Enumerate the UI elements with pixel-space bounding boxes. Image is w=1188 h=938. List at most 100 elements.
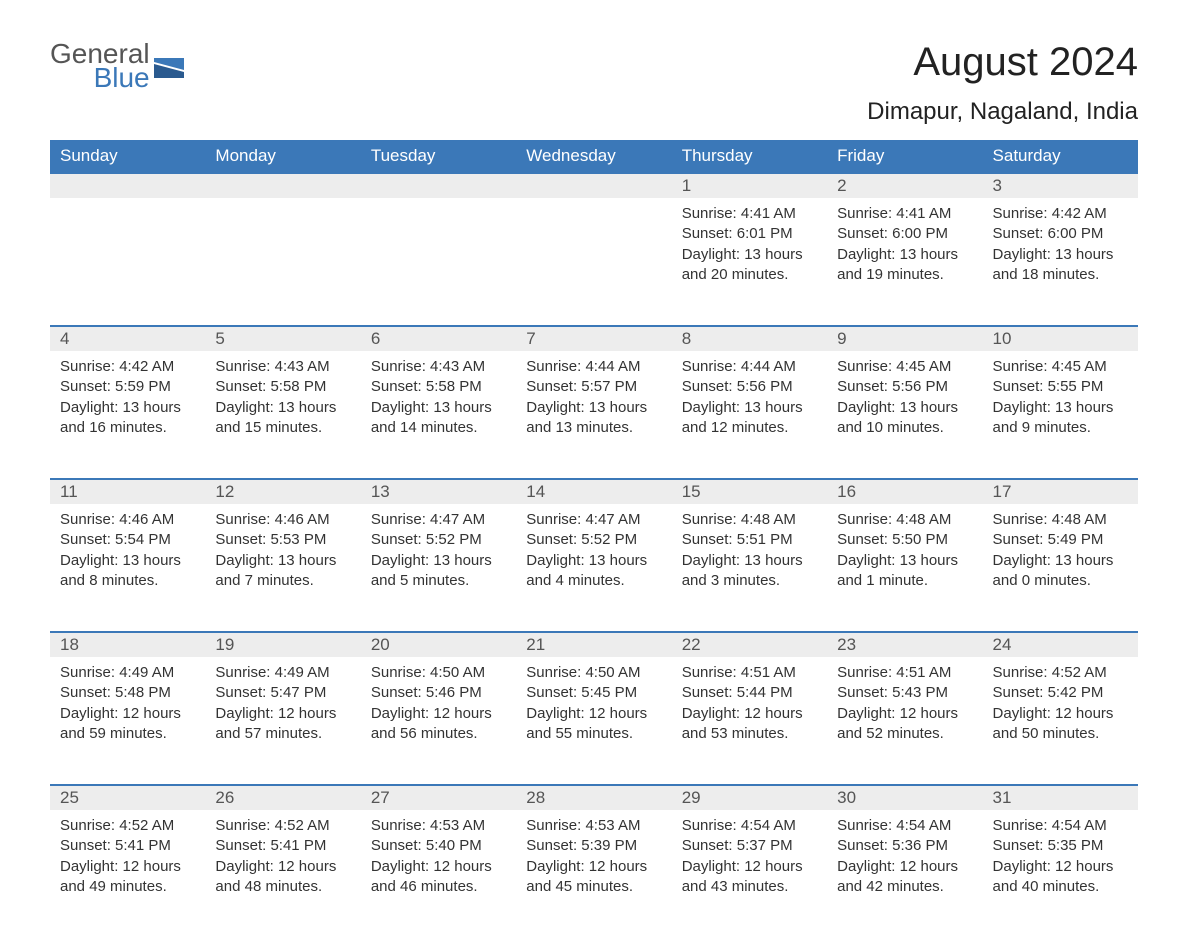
day-number-cell: 25 [50,785,205,810]
day-number-cell: 21 [516,632,671,657]
day-cell: Sunrise: 4:52 AMSunset: 5:42 PMDaylight:… [983,657,1138,785]
day-cell: Sunrise: 4:45 AMSunset: 5:56 PMDaylight:… [827,351,982,479]
day-number-cell: 7 [516,326,671,351]
sunrise-line: Sunrise: 4:47 AM [371,510,506,530]
day-cell: Sunrise: 4:43 AMSunset: 5:58 PMDaylight:… [361,351,516,479]
day-number-cell: 22 [672,632,827,657]
sunrise-line: Sunrise: 4:49 AM [215,663,350,683]
sunrise-line: Sunrise: 4:43 AM [215,357,350,377]
daylight-line: Daylight: 13 hours and 5 minutes. [371,551,506,592]
day-cell: Sunrise: 4:49 AMSunset: 5:47 PMDaylight:… [205,657,360,785]
empty-cell [361,173,516,198]
day-cell: Sunrise: 4:53 AMSunset: 5:40 PMDaylight:… [361,810,516,938]
day-cell: Sunrise: 4:46 AMSunset: 5:53 PMDaylight:… [205,504,360,632]
daylight-line: Daylight: 12 hours and 57 minutes. [215,704,350,745]
daylight-line: Daylight: 12 hours and 55 minutes. [526,704,661,745]
sunset-line: Sunset: 5:56 PM [837,377,972,397]
empty-content-cell [205,198,360,326]
day-cell: Sunrise: 4:53 AMSunset: 5:39 PMDaylight:… [516,810,671,938]
day-content: Sunrise: 4:48 AMSunset: 5:51 PMDaylight:… [672,504,827,607]
day-content: Sunrise: 4:47 AMSunset: 5:52 PMDaylight:… [516,504,671,607]
daylight-line: Daylight: 12 hours and 53 minutes. [682,704,817,745]
day-content-row: Sunrise: 4:46 AMSunset: 5:54 PMDaylight:… [50,504,1138,632]
sunset-line: Sunset: 5:41 PM [215,836,350,856]
day-number-cell: 29 [672,785,827,810]
day-content: Sunrise: 4:42 AMSunset: 6:00 PMDaylight:… [983,198,1138,301]
page-title: August 2024 [913,40,1138,85]
day-header: Sunday [50,140,205,173]
day-header: Saturday [983,140,1138,173]
daylight-line: Daylight: 12 hours and 50 minutes. [993,704,1128,745]
day-number-cell: 19 [205,632,360,657]
day-number-cell: 9 [827,326,982,351]
sunset-line: Sunset: 5:52 PM [526,530,661,550]
day-number-cell: 10 [983,326,1138,351]
daylight-line: Daylight: 13 hours and 19 minutes. [837,245,972,286]
day-content: Sunrise: 4:54 AMSunset: 5:35 PMDaylight:… [983,810,1138,913]
day-number-cell: 23 [827,632,982,657]
day-content: Sunrise: 4:46 AMSunset: 5:54 PMDaylight:… [50,504,205,607]
day-number-cell: 3 [983,173,1138,198]
day-cell: Sunrise: 4:51 AMSunset: 5:44 PMDaylight:… [672,657,827,785]
day-cell: Sunrise: 4:42 AMSunset: 6:00 PMDaylight:… [983,198,1138,326]
empty-content-cell [50,198,205,326]
day-header: Tuesday [361,140,516,173]
day-content: Sunrise: 4:53 AMSunset: 5:40 PMDaylight:… [361,810,516,913]
sunrise-line: Sunrise: 4:48 AM [837,510,972,530]
day-content: Sunrise: 4:50 AMSunset: 5:45 PMDaylight:… [516,657,671,760]
day-cell: Sunrise: 4:44 AMSunset: 5:57 PMDaylight:… [516,351,671,479]
day-content: Sunrise: 4:49 AMSunset: 5:48 PMDaylight:… [50,657,205,760]
day-number-cell: 20 [361,632,516,657]
logo: General Blue [50,40,184,92]
day-number-cell: 15 [672,479,827,504]
day-content: Sunrise: 4:41 AMSunset: 6:00 PMDaylight:… [827,198,982,301]
sunset-line: Sunset: 5:43 PM [837,683,972,703]
day-cell: Sunrise: 4:41 AMSunset: 6:01 PMDaylight:… [672,198,827,326]
day-number-cell: 5 [205,326,360,351]
daylight-line: Daylight: 12 hours and 49 minutes. [60,857,195,898]
day-cell: Sunrise: 4:54 AMSunset: 5:35 PMDaylight:… [983,810,1138,938]
calendar-table: SundayMondayTuesdayWednesdayThursdayFrid… [50,140,1138,938]
sunset-line: Sunset: 5:40 PM [371,836,506,856]
day-content: Sunrise: 4:45 AMSunset: 5:55 PMDaylight:… [983,351,1138,454]
day-cell: Sunrise: 4:48 AMSunset: 5:49 PMDaylight:… [983,504,1138,632]
day-number-cell: 31 [983,785,1138,810]
day-cell: Sunrise: 4:50 AMSunset: 5:46 PMDaylight:… [361,657,516,785]
day-content: Sunrise: 4:43 AMSunset: 5:58 PMDaylight:… [361,351,516,454]
sunrise-line: Sunrise: 4:52 AM [60,816,195,836]
day-number-cell: 8 [672,326,827,351]
sunset-line: Sunset: 5:49 PM [993,530,1128,550]
sunrise-line: Sunrise: 4:54 AM [837,816,972,836]
day-number-row: 25262728293031 [50,785,1138,810]
day-content: Sunrise: 4:50 AMSunset: 5:46 PMDaylight:… [361,657,516,760]
sunset-line: Sunset: 5:48 PM [60,683,195,703]
daylight-line: Daylight: 13 hours and 9 minutes. [993,398,1128,439]
sunset-line: Sunset: 5:50 PM [837,530,972,550]
empty-cell [516,173,671,198]
day-number-cell: 2 [827,173,982,198]
day-number-cell: 30 [827,785,982,810]
sunset-line: Sunset: 6:00 PM [993,224,1128,244]
sunset-line: Sunset: 5:59 PM [60,377,195,397]
day-content: Sunrise: 4:52 AMSunset: 5:41 PMDaylight:… [50,810,205,913]
empty-content-cell [516,198,671,326]
day-number-cell: 27 [361,785,516,810]
empty-cell [50,173,205,198]
daylight-line: Daylight: 12 hours and 43 minutes. [682,857,817,898]
day-cell: Sunrise: 4:48 AMSunset: 5:51 PMDaylight:… [672,504,827,632]
day-content: Sunrise: 4:48 AMSunset: 5:49 PMDaylight:… [983,504,1138,607]
daylight-line: Daylight: 12 hours and 52 minutes. [837,704,972,745]
day-content: Sunrise: 4:51 AMSunset: 5:44 PMDaylight:… [672,657,827,760]
sunset-line: Sunset: 5:36 PM [837,836,972,856]
daylight-line: Daylight: 12 hours and 42 minutes. [837,857,972,898]
day-number-cell: 6 [361,326,516,351]
sunset-line: Sunset: 5:47 PM [215,683,350,703]
day-content: Sunrise: 4:43 AMSunset: 5:58 PMDaylight:… [205,351,360,454]
sunset-line: Sunset: 5:51 PM [682,530,817,550]
daylight-line: Daylight: 13 hours and 14 minutes. [371,398,506,439]
day-content-row: Sunrise: 4:41 AMSunset: 6:01 PMDaylight:… [50,198,1138,326]
daylight-line: Daylight: 13 hours and 0 minutes. [993,551,1128,592]
day-cell: Sunrise: 4:49 AMSunset: 5:48 PMDaylight:… [50,657,205,785]
day-cell: Sunrise: 4:41 AMSunset: 6:00 PMDaylight:… [827,198,982,326]
header-row: General Blue August 2024 [50,40,1138,92]
